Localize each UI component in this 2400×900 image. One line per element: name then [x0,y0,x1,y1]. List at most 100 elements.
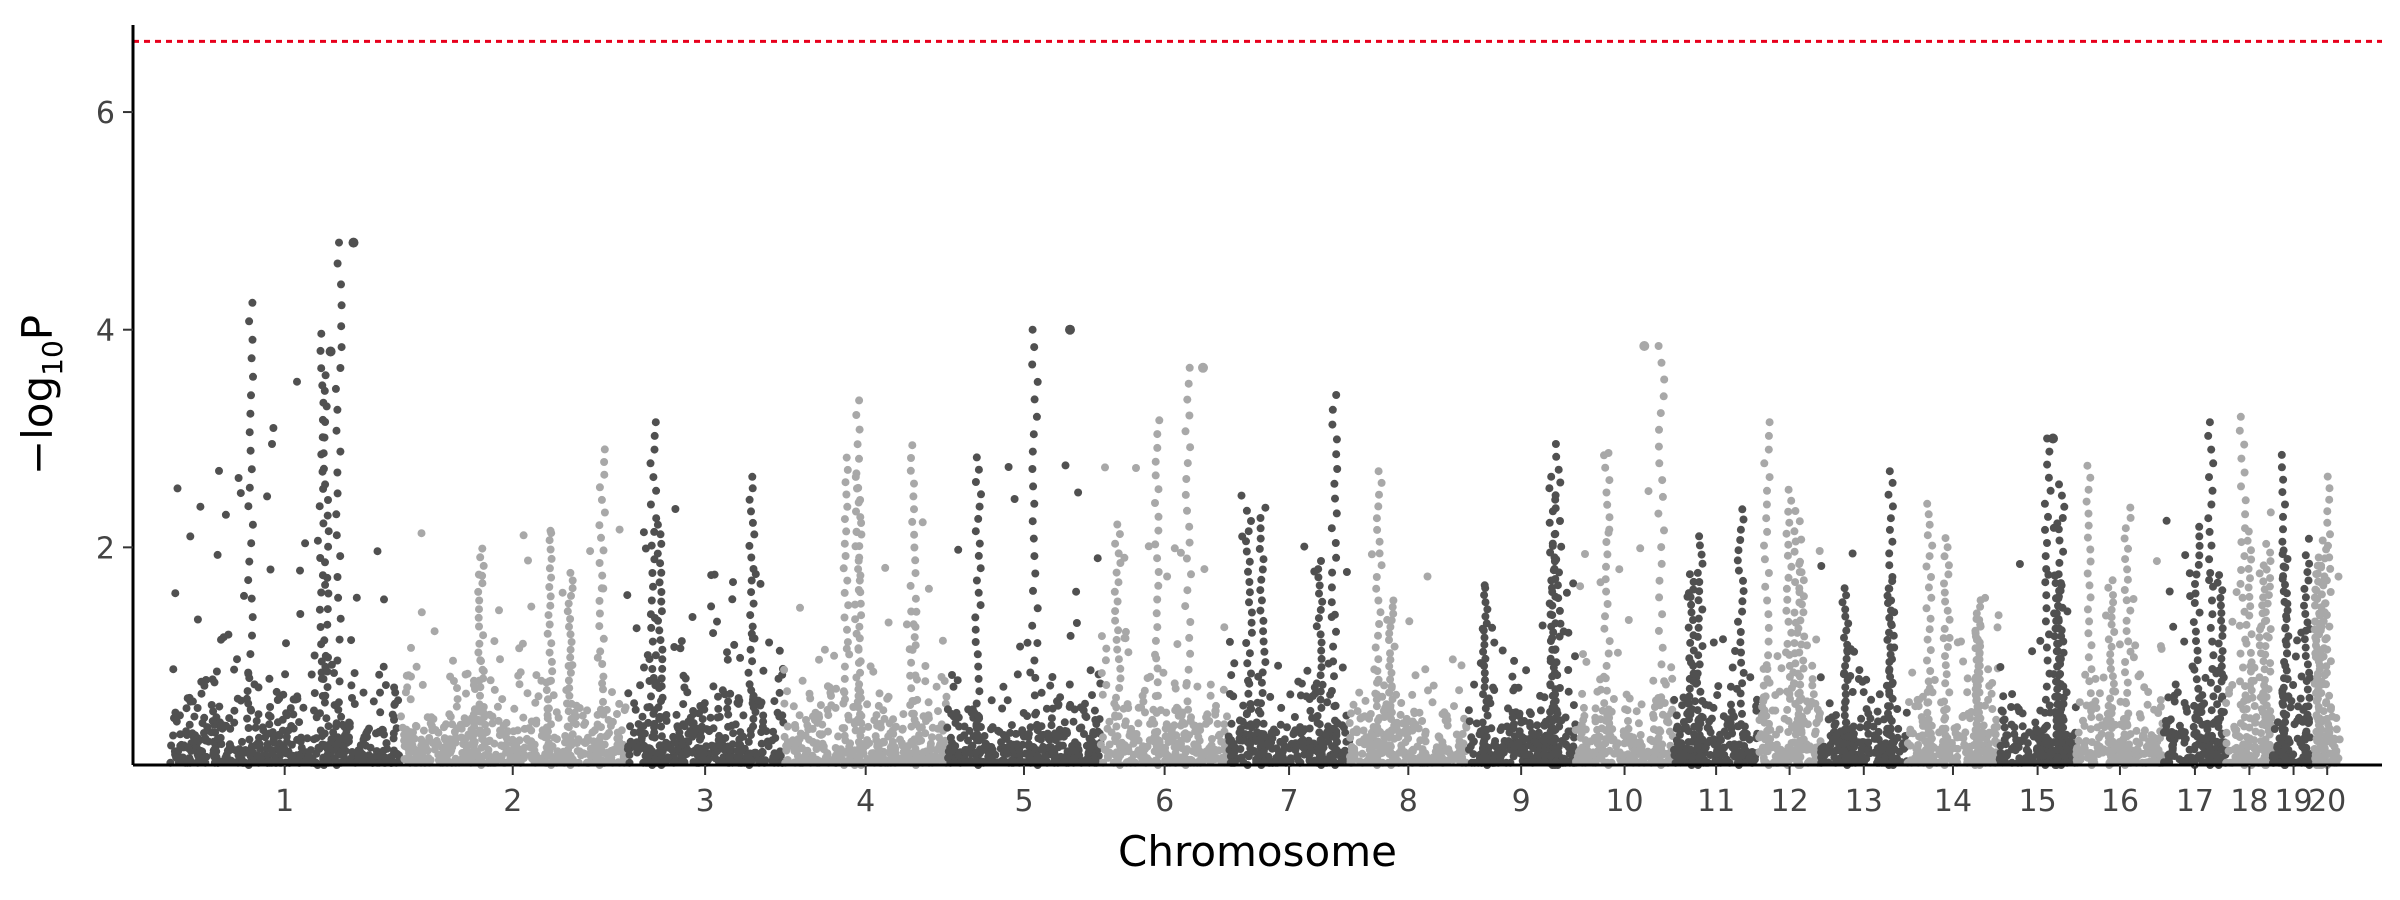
snp-point [1728,663,1737,672]
snp-point [329,728,338,737]
snp-point [323,605,332,614]
snp-point [375,670,384,679]
snp-point [1859,688,1868,697]
snp-point [545,583,554,591]
snp-point [1733,556,1742,565]
snp-point [1226,690,1234,698]
snp-point [1532,739,1541,748]
snp-point [434,728,443,737]
snp-point [1508,713,1517,722]
snp-point [217,721,226,730]
snp-point [1230,659,1239,668]
snp-point [417,608,426,617]
snp-point [476,726,484,735]
snp-point [1479,626,1488,635]
snp-point [639,528,648,537]
snp-point [856,668,865,677]
snp-point [769,753,778,762]
snp-point [599,634,608,643]
snp-point [1857,744,1866,753]
snp-point [1654,342,1663,350]
snp-point [1672,711,1681,720]
snp-point [188,729,197,738]
snp-point [650,719,659,728]
snp-point [1049,745,1058,753]
snp-point [1637,744,1646,753]
snp-point [546,592,555,601]
snp-point [1797,728,1806,737]
snp-point [1028,465,1037,473]
snp-point [940,677,949,685]
snp-point [1421,730,1430,739]
snp-point [653,549,662,558]
snp-point [954,545,963,554]
snp-point [1114,751,1123,760]
snp-point [516,668,525,677]
snp-point [658,655,667,664]
snp-point [266,712,275,721]
snp-point [626,722,635,731]
snp-point [1258,689,1267,697]
snp-point [1259,637,1268,646]
snp-point [1538,621,1547,630]
snp-point [263,492,272,501]
snp-point [382,739,391,748]
snp-point [608,688,616,697]
snp-point [1256,524,1265,533]
snp-point [1727,700,1735,709]
snp-point [1187,713,1195,722]
snp-point [670,643,679,651]
snp-point [1373,737,1382,746]
snp-point [476,691,484,700]
snp-point [1677,739,1686,748]
snp-point [1013,740,1021,749]
snp-point [1259,719,1268,728]
snp-point [323,620,332,629]
snp-point [834,732,843,741]
snp-point [307,670,316,679]
snp-point [545,620,554,629]
snp-point [1184,379,1193,388]
snp-point [1208,735,1216,743]
snp-point [1654,509,1663,518]
snp-point [975,502,984,511]
snp-point [390,715,398,724]
snp-point [1389,596,1398,605]
snp-point [1428,698,1437,707]
snp-point [1726,682,1735,691]
snp-point [964,736,972,745]
snp-point [972,453,981,462]
snp-point [249,372,257,381]
snp-point [369,697,378,706]
snp-point [477,743,486,752]
snp-point [545,648,554,657]
snp-point [1762,514,1771,523]
snp-point [909,620,918,629]
snp-point [281,670,290,679]
snp-point [1787,683,1796,692]
snp-point [1737,658,1746,667]
snp-point [1258,565,1267,574]
snp-point [1181,427,1190,436]
snp-point [1591,704,1600,713]
snp-point [583,706,592,715]
snp-point [1411,671,1420,680]
snp-point [271,756,280,765]
snp-point [597,584,606,593]
snp-point [705,727,714,736]
snp-point [1689,646,1698,655]
snp-point [1278,755,1287,764]
snp-point [1181,490,1190,499]
snp-point [1115,684,1124,692]
snp-point [474,752,483,761]
snp-point [336,364,345,372]
snp-point [1030,656,1039,665]
snp-point [186,532,195,541]
snp-point [1496,753,1505,762]
snp-point [1738,505,1747,514]
snp-point [974,551,983,560]
snp-point [911,594,920,603]
snp-point [1761,692,1770,701]
snp-point [1546,680,1555,689]
snp-point [1375,714,1384,722]
